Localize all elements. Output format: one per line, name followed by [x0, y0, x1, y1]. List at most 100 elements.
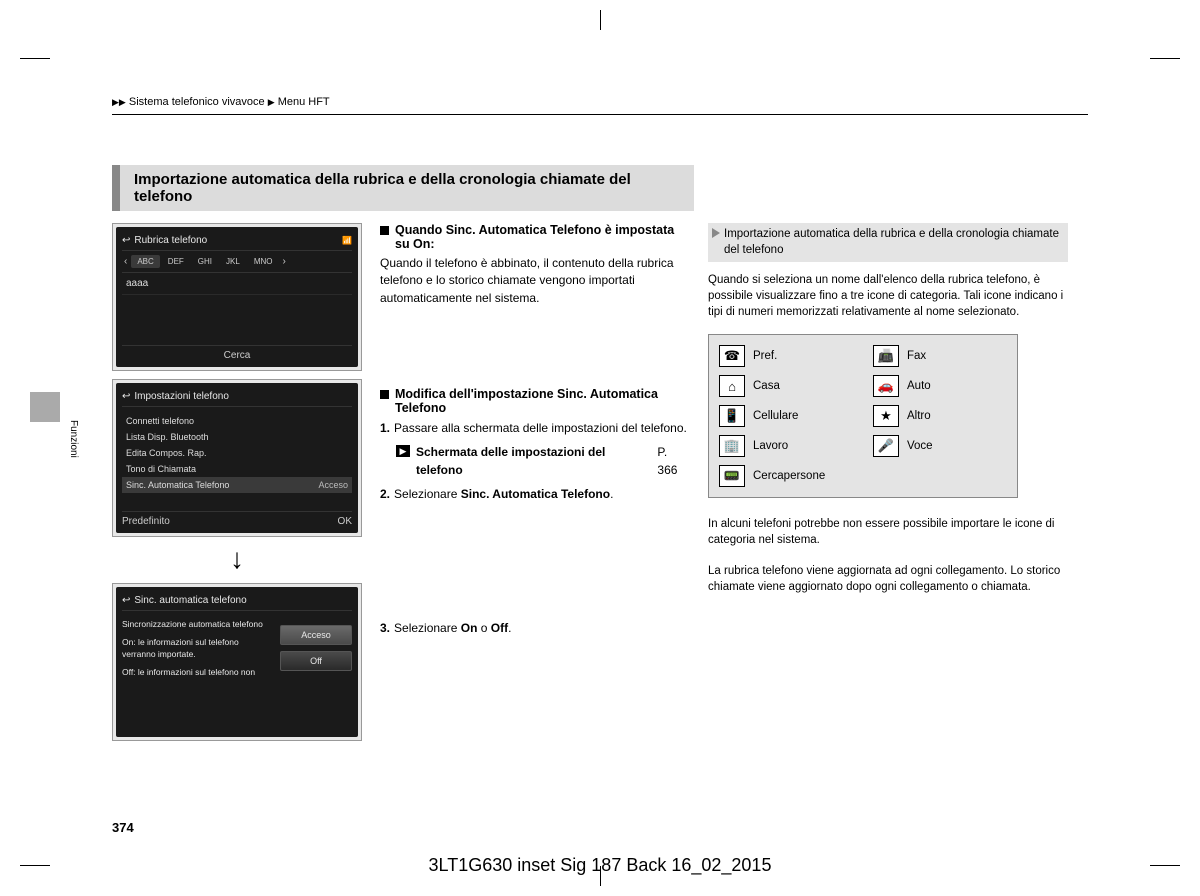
crop-mark	[1150, 58, 1180, 59]
side-tab-marker	[30, 392, 60, 422]
sync-text-line: Off: le informazioni sul telefono non	[122, 667, 272, 679]
list-item: Tono di Chiamata	[122, 461, 352, 477]
sidebar-notes: Importazione automatica della rubrica e …	[708, 223, 1068, 749]
breadcrumb-l1: Sistema telefonico vivavoce	[129, 96, 265, 108]
list-item-highlighted: Sinc. Automatica Telefono Acceso	[122, 477, 352, 493]
icon-label: Casa	[753, 380, 780, 392]
list-item: Lista Disp. Bluetooth	[122, 429, 352, 445]
chevron-right-icon: ›	[281, 256, 288, 267]
footer-button: Predefinito	[122, 516, 170, 527]
icon-label: Fax	[907, 350, 926, 362]
link-arrow-icon: ▶	[396, 445, 410, 457]
square-bullet-icon	[380, 226, 389, 235]
breadcrumb: ▶▶ Sistema telefonico vivavoce ▶ Menu HF…	[112, 96, 1088, 115]
step-number: 1.	[380, 419, 390, 437]
screen-title: Sinc. automatica telefono	[134, 595, 246, 606]
back-icon	[122, 235, 130, 246]
t: .	[610, 487, 613, 501]
screen-title: Impostazioni telefono	[134, 391, 229, 402]
tab: MNO	[248, 255, 279, 268]
tab: GHI	[192, 255, 218, 268]
icon-label: Altro	[907, 410, 931, 422]
icon-row: ☎ Pref.	[719, 345, 853, 367]
option-off: Off	[280, 651, 352, 671]
icon-label: Pref.	[753, 350, 777, 362]
note-text: Quando si seleziona un nome dall'elenco …	[708, 272, 1068, 320]
breadcrumb-l2: Menu HFT	[278, 96, 330, 108]
screenshot-sync: Sinc. automatica telefono Sincronizzazio…	[112, 583, 362, 741]
side-tab-label: Funzioni	[68, 420, 79, 458]
item-label: Edita Compos. Rap.	[126, 448, 207, 458]
item-label: Lista Disp. Bluetooth	[126, 432, 209, 442]
crop-mark	[600, 10, 601, 30]
t-bold: Off	[491, 621, 508, 635]
phone-icon: ☎	[719, 345, 745, 367]
step: 2. Selezionare Sinc. Automatica Telefono…	[380, 485, 690, 503]
option-on: Acceso	[280, 625, 352, 645]
item-label: Sinc. Automatica Telefono	[126, 480, 229, 490]
screenshot-settings: Impostazioni telefono Connetti telefono …	[112, 379, 362, 537]
voice-icon: 🎤	[873, 435, 899, 457]
screenshots-column: Rubrica telefono 📶 ‹ ABC DEF GHI JKL MNO…	[112, 223, 362, 749]
t: .	[508, 621, 511, 635]
crop-mark	[20, 58, 50, 59]
step: 1. Passare alla schermata delle impostaz…	[380, 419, 690, 437]
icon-row: 🚗 Auto	[873, 375, 1007, 397]
item-label: Tono di Chiamata	[126, 464, 196, 474]
icon-legend: ☎ Pref. 📠 Fax ⌂ Casa 🚗 Auto	[708, 334, 1018, 498]
note-text: In alcuni telefoni potrebbe non essere p…	[708, 516, 1068, 548]
icon-row: ⌂ Casa	[719, 375, 853, 397]
item-label: Connetti telefono	[126, 416, 194, 426]
square-bullet-icon	[380, 390, 389, 399]
footer-button: Cerca	[224, 350, 251, 361]
link-text: Schermata delle impostazioni del telefon…	[416, 443, 651, 479]
screenshot-phonebook: Rubrica telefono 📶 ‹ ABC DEF GHI JKL MNO…	[112, 223, 362, 371]
cross-reference: ▶ Schermata delle impostazioni del telef…	[396, 443, 690, 479]
page-number: 374	[112, 820, 134, 835]
t-bold: On	[461, 621, 478, 635]
icon-row: 📱 Cellulare	[719, 405, 853, 427]
back-icon	[122, 595, 130, 606]
step-text: Selezionare Sinc. Automatica Telefono.	[394, 485, 613, 503]
step-number: 2.	[380, 485, 390, 503]
icon-row: 🏢 Lavoro	[719, 435, 853, 457]
step-text: Passare alla schermata delle impostazion…	[394, 419, 687, 437]
t: Selezionare	[394, 621, 461, 635]
tab: DEF	[162, 255, 190, 268]
footer-button: OK	[338, 516, 352, 527]
tab: ABC	[131, 255, 159, 268]
icon-label: Auto	[907, 380, 931, 392]
arrow-down-icon: ↓	[112, 545, 362, 573]
heading-text: Modifica dell'impostazione Sinc. Automat…	[395, 387, 690, 415]
page-content: ▶▶ Sistema telefonico vivavoce ▶ Menu HF…	[112, 96, 1088, 749]
tab: JKL	[220, 255, 246, 268]
fax-icon: 📠	[873, 345, 899, 367]
work-icon: 🏢	[719, 435, 745, 457]
star-icon: ★	[873, 405, 899, 427]
step-text: Selezionare On o Off.	[394, 619, 511, 637]
note-text: La rubrica telefono viene aggiornata ad …	[708, 563, 1068, 595]
t-bold: Sinc. Automatica Telefono	[461, 487, 610, 501]
step-number: 3.	[380, 619, 390, 637]
car-icon: 🚗	[873, 375, 899, 397]
breadcrumb-arrow-icon: ▶	[268, 97, 275, 107]
sub-heading: Quando Sinc. Automatica Telefono è impos…	[380, 223, 690, 251]
icon-label: Lavoro	[753, 440, 788, 452]
home-icon: ⌂	[719, 375, 745, 397]
back-icon	[122, 391, 130, 402]
icon-label: Cercapersone	[753, 470, 825, 482]
section-title: Importazione automatica della rubrica e …	[112, 165, 694, 211]
icon-label: Cellulare	[753, 410, 798, 422]
note-title: Importazione automatica della rubrica e …	[708, 223, 1068, 262]
screen-title: Rubrica telefono	[134, 235, 207, 246]
bt-icon: 📶	[342, 236, 352, 245]
chevron-left-icon: ‹	[122, 256, 129, 267]
breadcrumb-arrow-icon: ▶	[112, 97, 119, 107]
list-item: Edita Compos. Rap.	[122, 445, 352, 461]
icon-row: 🎤 Voce	[873, 435, 1007, 457]
breadcrumb-arrow-icon: ▶	[119, 97, 126, 107]
heading-text: Quando Sinc. Automatica Telefono è impos…	[395, 223, 690, 251]
t: Selezionare	[394, 487, 461, 501]
instructions-column: Quando Sinc. Automatica Telefono è impos…	[380, 223, 690, 749]
body-text: Quando il telefono è abbinato, il conten…	[380, 255, 690, 307]
